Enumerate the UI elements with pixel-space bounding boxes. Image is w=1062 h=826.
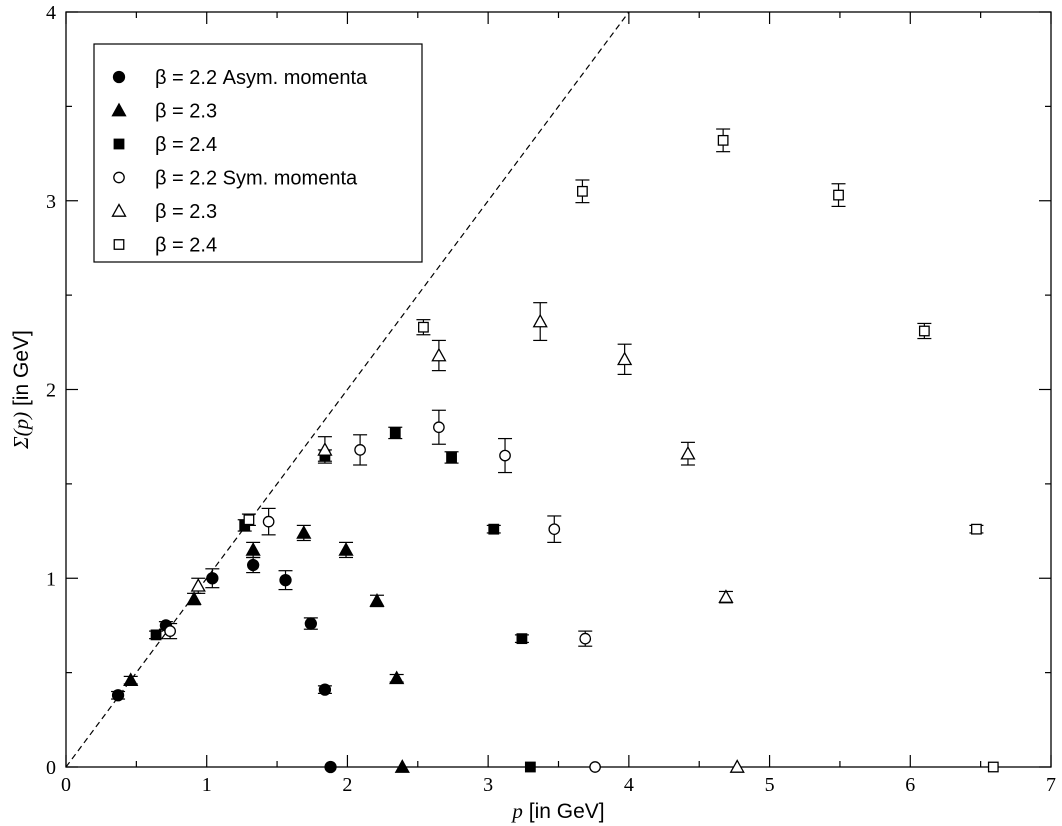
- data-point: [318, 683, 332, 696]
- series-5: [241, 128, 999, 773]
- legend-entry-label: β = 2.2 Asym. momenta: [155, 67, 368, 89]
- y-tick-label: 1: [46, 568, 56, 590]
- y-tick-label: 4: [46, 2, 56, 24]
- data-point: [246, 558, 260, 572]
- x-tick-label: 7: [1046, 774, 1056, 796]
- data-point: [317, 442, 333, 456]
- data-point: [680, 445, 696, 460]
- data-point: [918, 325, 930, 337]
- y-axis-label: Σ(p) [in GeV]: [9, 330, 33, 450]
- legend-marker: [113, 171, 125, 184]
- data-point: [446, 452, 457, 463]
- data-point: [617, 351, 633, 366]
- data-point: [548, 523, 561, 536]
- data-point: [296, 525, 312, 539]
- data-point: [206, 572, 219, 585]
- data-point: [718, 589, 734, 603]
- legend-marker: [113, 138, 125, 150]
- data-point: [488, 523, 500, 535]
- data-point: [324, 760, 337, 774]
- data-point: [262, 515, 275, 528]
- data-point: [833, 189, 844, 201]
- x-axis-label: p [in GeV]: [510, 799, 604, 823]
- data-point: [589, 761, 601, 773]
- y-tick-label: 3: [46, 191, 56, 213]
- x-tick-label: 0: [61, 774, 71, 796]
- legend-marker: [111, 102, 127, 117]
- data-point: [717, 134, 729, 146]
- series-2: [149, 426, 536, 773]
- data-point: [304, 617, 317, 630]
- x-tick-label: 6: [905, 774, 915, 796]
- data-point: [532, 313, 548, 328]
- data-point: [389, 670, 405, 685]
- data-point: [190, 577, 206, 592]
- legend-marker: [113, 239, 125, 250]
- x-tick-label: 5: [765, 774, 775, 796]
- data-point: [354, 444, 366, 456]
- data-point: [431, 347, 447, 362]
- data-point: [524, 761, 536, 773]
- data-point: [369, 593, 385, 607]
- legend-entry-label: β = 2.4: [155, 235, 217, 257]
- x-axis-var: p: [510, 799, 523, 823]
- series-1: [123, 524, 410, 773]
- data-point: [389, 427, 401, 439]
- data-point: [577, 185, 588, 197]
- series-4: [190, 302, 745, 773]
- data-point: [279, 573, 292, 587]
- x-tick-label: 1: [202, 774, 212, 796]
- legend-entry-label: β = 2.3: [155, 101, 217, 123]
- y-axis-var: Σ(p): [9, 412, 33, 450]
- legend-marker: [111, 203, 127, 217]
- reference-diagonal-line: [65, 11, 630, 768]
- data-point: [245, 542, 261, 556]
- data-point: [418, 321, 429, 333]
- x-tick-label: 2: [342, 774, 352, 796]
- x-axis-unit: [in GeV]: [529, 800, 605, 823]
- data-point: [150, 629, 162, 641]
- x-tick-label: 4: [624, 774, 634, 796]
- legend-box: [93, 43, 423, 263]
- legend-entry-label: β = 2.2 Sym. momenta: [155, 168, 358, 190]
- data-point: [186, 591, 202, 605]
- data-point: [499, 449, 511, 462]
- data-point: [111, 689, 125, 702]
- series-3: [163, 409, 601, 773]
- series-0: [111, 556, 337, 774]
- legend-marker: [112, 70, 126, 84]
- y-tick-label: 0: [46, 757, 56, 779]
- data-point: [516, 633, 528, 645]
- x-tick-label: 3: [483, 774, 493, 796]
- data-point: [433, 421, 445, 434]
- data-point: [579, 632, 592, 645]
- data-point: [338, 542, 354, 556]
- data-point: [971, 523, 982, 535]
- y-tick-label: 2: [46, 380, 56, 402]
- data-point: [243, 514, 255, 526]
- data-point: [729, 759, 745, 773]
- y-axis-unit: [in GeV]: [10, 330, 33, 406]
- data-point: [987, 761, 999, 773]
- data-point: [394, 759, 410, 773]
- legend-entry-label: β = 2.4: [155, 134, 217, 156]
- legend-entry-label: β = 2.3: [155, 201, 217, 223]
- data-point: [123, 672, 139, 687]
- data-point: [164, 625, 176, 637]
